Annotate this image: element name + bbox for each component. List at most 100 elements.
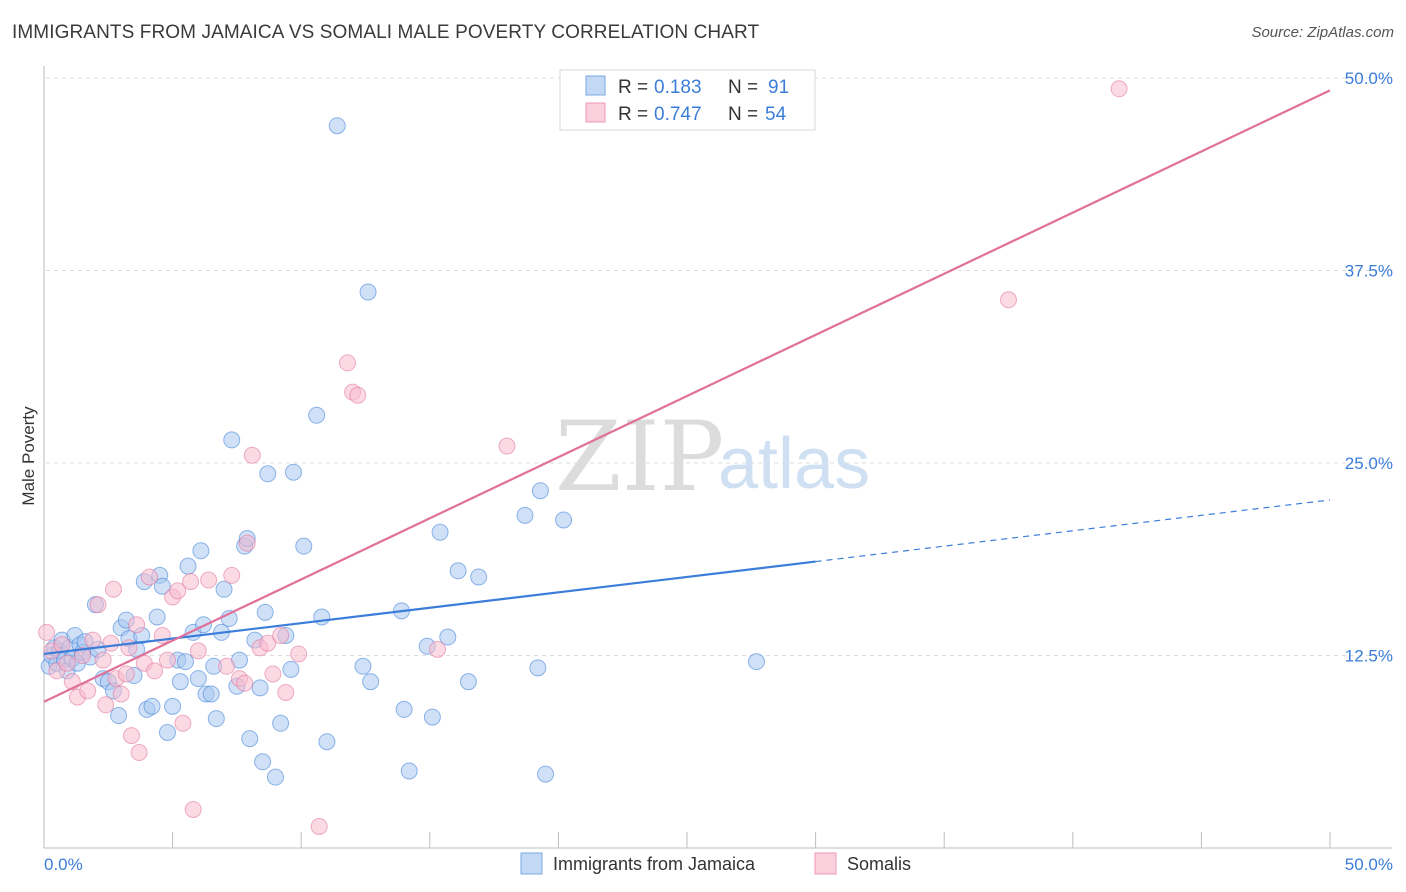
somalis-point-29 [174, 714, 192, 732]
somalis-point-34 [218, 657, 236, 675]
somalis-point-52 [1000, 291, 1017, 309]
jamaica-point-60 [256, 603, 274, 621]
jamaica-point-73 [362, 673, 380, 691]
jamaica-point-21 [110, 707, 128, 725]
jamaica-point-63 [272, 714, 290, 732]
somalis-point-49 [349, 386, 367, 404]
somalis-point-28 [169, 582, 187, 600]
axes [43, 66, 1392, 849]
jamaica-point-77 [400, 762, 418, 780]
somalis-point-33 [200, 571, 218, 589]
jamaica-point-71 [328, 117, 346, 135]
chart-source: Source: ZipAtlas.com [1251, 24, 1394, 41]
y-tick-label-0: 12.5% [1345, 647, 1393, 666]
somalis-point-30 [182, 573, 200, 591]
somalis-point-37 [236, 674, 254, 692]
grid-lines [46, 77, 1392, 656]
stats-r-value-2: 0.747 [654, 104, 702, 125]
somalis-point-44 [277, 683, 295, 701]
jamaica-point-35 [164, 697, 182, 715]
jamaica-point-68 [308, 406, 326, 424]
jamaica-point-56 [241, 730, 259, 748]
y-tick-label-3: 50.0% [1345, 69, 1393, 88]
jamaica-point-80 [431, 523, 449, 541]
jamaica-point-65 [282, 660, 300, 678]
somalis-point-35 [223, 566, 241, 584]
somalis-point-7 [74, 647, 92, 664]
legend-label-jamaica: Immigrants from Jamaica [553, 854, 756, 874]
stats-n-value-2: 54 [765, 104, 787, 125]
x-tick-label-1: 50.0% [1345, 855, 1393, 874]
x-tick-labels: 0.0% 50.0% [44, 855, 1393, 874]
somalis-point-13 [102, 634, 120, 652]
somalis-point-47 [338, 354, 356, 372]
y-tick-labels: 12.5% 25.0% 37.5% 50.0% [1345, 69, 1393, 666]
somalis-point-26 [158, 651, 176, 669]
stats-n-value-1: 91 [768, 77, 789, 98]
somalis-point-53 [1110, 80, 1128, 98]
somalis-point-21 [130, 744, 148, 762]
jamaica-point-38 [176, 653, 194, 671]
data-points [38, 80, 1128, 835]
y-tick-label-1: 25.0% [1345, 454, 1393, 473]
somalis-point-31 [184, 801, 202, 818]
jamaica-trend-line [43, 560, 816, 656]
jamaica-point-88 [537, 765, 555, 783]
jamaica-point-41 [189, 670, 207, 688]
jamaica-point-51 [223, 431, 241, 449]
somalis-point-19 [122, 727, 140, 745]
stats-swatch-somalis [585, 102, 606, 123]
jamaica-point-87 [531, 482, 549, 500]
y-axis-label: Male Poverty [19, 406, 38, 506]
jamaica-point-76 [395, 700, 413, 718]
jamaica-point-58 [251, 679, 269, 697]
jamaica-point-33 [153, 577, 171, 595]
somalis-point-41 [259, 634, 277, 652]
stats-r-label-1: R = [618, 77, 648, 98]
jamaica-point-85 [516, 506, 534, 524]
stats-r-label-2: R = [618, 104, 648, 125]
jamaica-point-90 [747, 653, 765, 671]
jamaica-trend-extension [815, 499, 1331, 563]
jamaica-point-86 [529, 659, 547, 677]
jamaica-point-82 [449, 562, 467, 580]
stats-r-value-1: 0.183 [654, 77, 702, 98]
trend-lines [43, 89, 1331, 703]
somalis-point-17 [117, 665, 135, 683]
jamaica-point-34 [158, 724, 176, 741]
somalis-point-32 [189, 642, 207, 660]
somalis-point-16 [112, 685, 130, 703]
legend-label-somalis: Somalis [847, 854, 911, 874]
jamaica-point-84 [470, 568, 488, 586]
somalis-point-24 [146, 662, 164, 680]
jamaica-point-79 [423, 708, 441, 726]
somalis-trend-line [43, 89, 1331, 703]
watermark-atlas: atlas [718, 424, 870, 504]
x-tick-label-0: 0.0% [44, 855, 83, 874]
jamaica-point-30 [143, 697, 161, 715]
jamaica-point-74 [359, 283, 377, 301]
jamaica-point-72 [354, 657, 372, 675]
jamaica-point-89 [555, 511, 573, 529]
legend-swatch-jamaica [520, 852, 543, 875]
jamaica-point-62 [266, 768, 284, 786]
somalis-point-45 [290, 645, 308, 663]
somalis-point-51 [429, 640, 447, 658]
somalis-point-4 [58, 654, 76, 672]
somalis-point-43 [272, 626, 290, 644]
jamaica-point-42 [192, 542, 210, 560]
somalis-point-20 [128, 616, 146, 634]
jamaica-point-70 [318, 733, 336, 751]
somalis-point-14 [104, 580, 122, 598]
stats-n-label-2: N = [728, 104, 758, 125]
legend-swatch-somalis [814, 852, 837, 875]
y-tick-label-2: 37.5% [1345, 262, 1393, 281]
somalis-point-39 [243, 446, 261, 464]
stats-swatch-jamaica [585, 75, 606, 96]
legend: Immigrants from Jamaica Somalis [520, 852, 911, 875]
somalis-point-38 [238, 534, 256, 552]
jamaica-point-59 [254, 753, 272, 771]
somalis-point-42 [264, 665, 282, 683]
somalis-point-10 [89, 596, 107, 614]
